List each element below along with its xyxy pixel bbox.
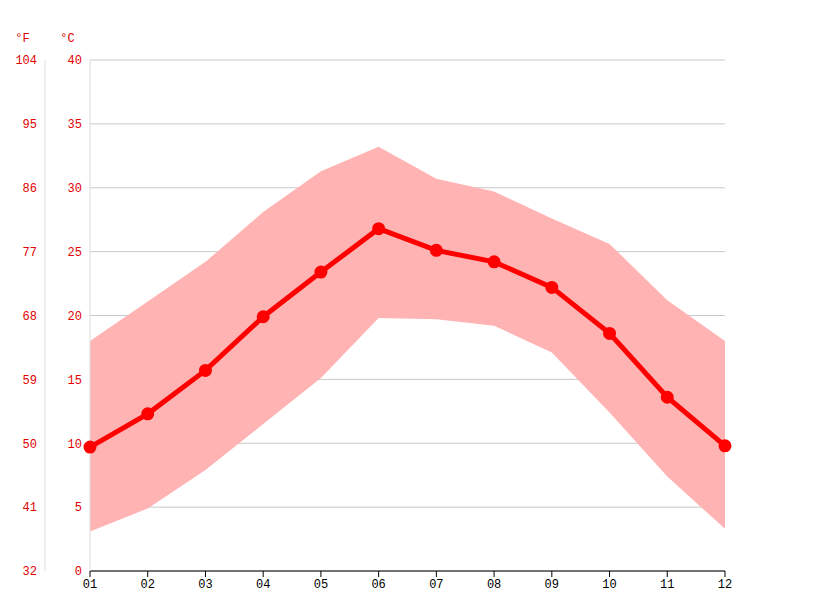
svg-text:10: 10 bbox=[602, 578, 616, 592]
svg-text:04: 04 bbox=[256, 578, 270, 592]
svg-text:°F: °F bbox=[15, 32, 29, 46]
svg-text:05: 05 bbox=[314, 578, 328, 592]
svg-text:35: 35 bbox=[68, 118, 82, 132]
svg-text:59: 59 bbox=[23, 374, 37, 388]
svg-text:06: 06 bbox=[371, 578, 385, 592]
svg-text:5: 5 bbox=[75, 501, 82, 515]
svg-text:09: 09 bbox=[545, 578, 559, 592]
svg-text:25: 25 bbox=[68, 246, 82, 260]
svg-text:30: 30 bbox=[68, 182, 82, 196]
svg-text:08: 08 bbox=[487, 578, 501, 592]
svg-text:104: 104 bbox=[15, 54, 37, 68]
svg-text:12: 12 bbox=[718, 578, 732, 592]
svg-text:07: 07 bbox=[429, 578, 443, 592]
svg-text:03: 03 bbox=[198, 578, 212, 592]
svg-text:41: 41 bbox=[23, 501, 37, 515]
svg-text:°C: °C bbox=[60, 32, 74, 46]
svg-text:10: 10 bbox=[68, 438, 82, 452]
svg-text:40: 40 bbox=[68, 54, 82, 68]
svg-text:32: 32 bbox=[23, 565, 37, 579]
svg-text:20: 20 bbox=[68, 310, 82, 324]
svg-text:77: 77 bbox=[23, 246, 37, 260]
svg-text:15: 15 bbox=[68, 374, 82, 388]
svg-text:68: 68 bbox=[23, 310, 37, 324]
svg-text:86: 86 bbox=[23, 182, 37, 196]
svg-text:02: 02 bbox=[141, 578, 155, 592]
svg-text:01: 01 bbox=[83, 578, 97, 592]
svg-text:11: 11 bbox=[660, 578, 674, 592]
svg-text:0: 0 bbox=[75, 565, 82, 579]
svg-text:50: 50 bbox=[23, 438, 37, 452]
svg-text:95: 95 bbox=[23, 118, 37, 132]
